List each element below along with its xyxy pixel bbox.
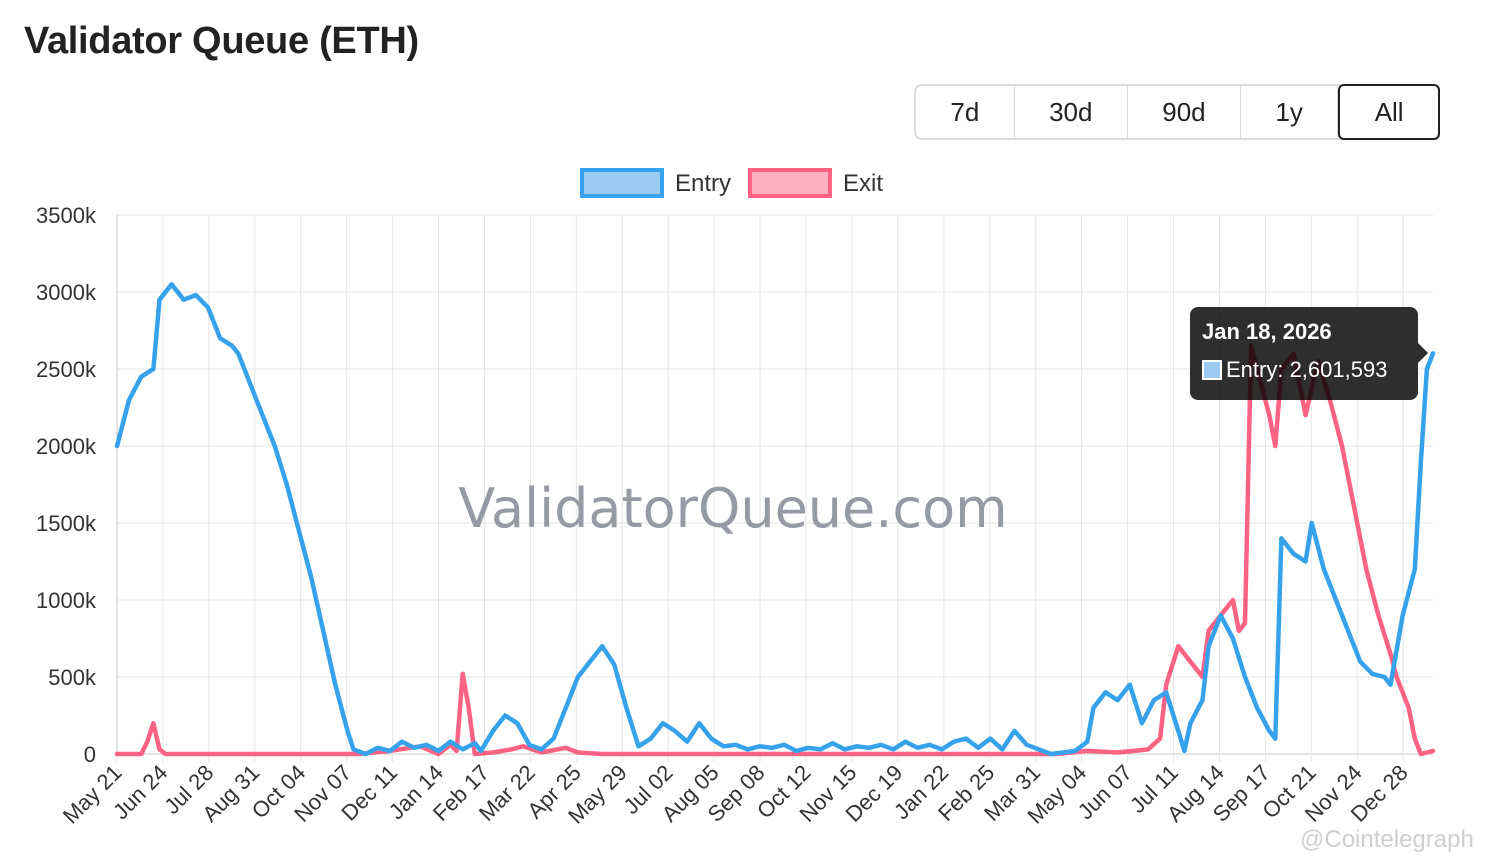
y-tick-label: 1000k — [36, 588, 97, 613]
range-30d-button[interactable]: 30d — [1015, 86, 1128, 138]
chart-tooltip: Jan 18, 2026 Entry: 2,601,593 — [1190, 307, 1418, 400]
series-line-exit — [114, 343, 1436, 757]
credit-watermark: @Cointelegraph — [1300, 826, 1474, 853]
time-range-selector: 7d 30d 90d 1y All — [914, 84, 1440, 140]
legend-swatch-exit — [748, 168, 832, 198]
tooltip-label: Entry: 2,601,593 — [1226, 357, 1388, 382]
x-tick-label: May 21 — [58, 760, 127, 829]
y-tick-label: 500k — [48, 665, 97, 690]
range-all-button[interactable]: All — [1338, 84, 1440, 140]
watermark-text: ValidatorQueue.com — [458, 477, 1008, 540]
tooltip-arrow — [1418, 343, 1428, 363]
y-tick-label: 3500k — [36, 203, 97, 228]
y-tick-label: 3000k — [36, 280, 97, 305]
y-tick-label: 2500k — [36, 357, 97, 382]
range-90d-button[interactable]: 90d — [1128, 86, 1242, 138]
y-tick-label: 2000k — [36, 434, 97, 459]
range-1y-button[interactable]: 1y — [1241, 86, 1339, 138]
page-title: Validator Queue (ETH) — [24, 20, 419, 62]
series-line-entry — [114, 282, 1436, 757]
range-7d-button[interactable]: 7d — [916, 86, 1015, 138]
tooltip-title: Jan 18, 2026 — [1202, 319, 1332, 344]
y-tick-label: 1500k — [36, 511, 97, 536]
tooltip-swatch — [1202, 360, 1222, 380]
y-tick-label: 0 — [84, 742, 96, 767]
validator-queue-chart: 3500k 3000k 2500k 2000k 1500k 1000k 500k 0 May 2… — [0, 150, 1488, 866]
legend-label-exit: Exit — [843, 170, 883, 197]
tooltip-row: Entry: 2,601,593 — [1202, 357, 1406, 383]
legend-label-entry: Entry — [675, 170, 731, 197]
legend-swatch-entry — [580, 168, 664, 198]
